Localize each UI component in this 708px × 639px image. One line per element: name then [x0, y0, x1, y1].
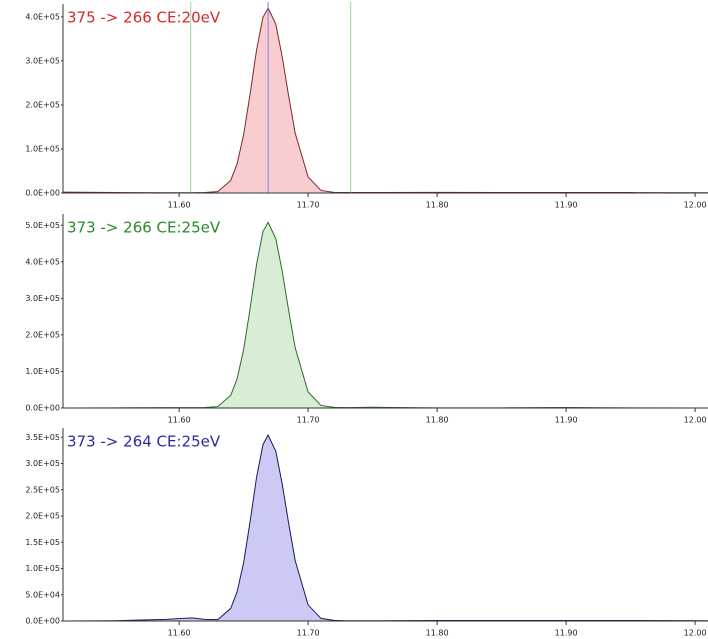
y-tick-label: 2.0E+05: [25, 330, 60, 339]
x-tick-label: 11.80: [426, 416, 449, 425]
peak-trace: [62, 6, 708, 194]
x-tick-label: 11.70: [297, 201, 320, 210]
y-tick-label: 1.0E+05: [25, 564, 60, 573]
x-tick-label: 11.80: [426, 201, 449, 210]
x-tick-label: 11.90: [555, 629, 578, 638]
x-tick-label: 12.00: [684, 201, 707, 210]
x-tick-label: 11.60: [168, 201, 191, 210]
x-tick-label: 11.90: [555, 416, 578, 425]
x-tick-label: 11.70: [297, 629, 320, 638]
y-tick-label: 2.5E+05: [25, 485, 60, 494]
y-tick-label: 3.0E+05: [25, 56, 60, 65]
y-tick-label: 3.5E+05: [25, 433, 60, 442]
y-tick-label: 2.0E+05: [25, 512, 60, 521]
y-tick-label: 0.0E+00: [25, 404, 60, 413]
y-tick-label: 1.5E+05: [25, 538, 60, 547]
x-tick-label: 11.80: [426, 629, 449, 638]
y-tick-label: 3.0E+05: [25, 294, 60, 303]
panel-title: 375 -> 266 CE:20eV: [67, 9, 221, 27]
panel-title: 373 -> 264 CE:25eV: [67, 433, 221, 451]
peak-trace: [62, 434, 708, 622]
x-tick-label: 12.00: [684, 629, 707, 638]
y-tick-label: 1.0E+05: [25, 367, 60, 376]
x-tick-label: 11.90: [555, 201, 578, 210]
y-tick-label: 3.0E+05: [25, 459, 60, 468]
x-tick-label: 12.00: [684, 416, 707, 425]
x-tick-label: 11.60: [168, 629, 191, 638]
y-tick-label: 0.0E+00: [25, 189, 60, 198]
y-tick-label: 0.0E+00: [25, 617, 60, 626]
x-tick-label: 11.70: [297, 416, 320, 425]
y-tick-label: 5.0E+05: [25, 221, 60, 230]
y-tick-label: 2.0E+05: [25, 100, 60, 109]
panel-title: 373 -> 266 CE:25eV: [67, 219, 221, 237]
y-tick-label: 4.0E+05: [25, 257, 60, 266]
y-tick-label: 1.0E+05: [25, 144, 60, 153]
x-tick-label: 11.60: [168, 416, 191, 425]
y-tick-label: 4.0E+05: [25, 12, 60, 21]
y-tick-label: 5.0E+04: [25, 590, 60, 599]
peak-trace: [62, 221, 708, 409]
